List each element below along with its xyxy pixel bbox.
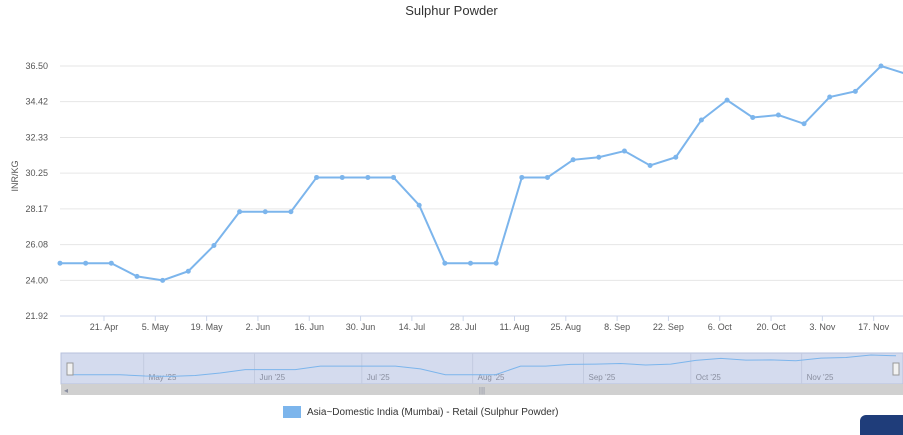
- data-point: [288, 209, 293, 214]
- navigator-label: Jun '25: [260, 373, 286, 382]
- x-tick-label: 6. Oct: [708, 322, 733, 332]
- data-point: [58, 261, 63, 266]
- data-point: [211, 243, 216, 248]
- scroll-left-arrow-icon[interactable]: ◂: [64, 386, 68, 395]
- x-axis: 21. Apr 5. May 19. May 2. Jun 16. Jun 30. Jun…: [90, 316, 890, 332]
- x-tick-label: 20. Oct: [757, 322, 787, 332]
- x-tick-label: 28. Jul: [450, 322, 477, 332]
- data-point: [109, 261, 114, 266]
- legend-label: Asia~Domestic India (Mumbai) - Retail (S…: [307, 407, 558, 418]
- data-point: [519, 175, 524, 180]
- data-point: [417, 203, 422, 208]
- data-point: [160, 278, 165, 283]
- x-tick-label: 16. Jun: [294, 322, 324, 332]
- navigator-label: Jul '25: [367, 373, 390, 382]
- data-point: [545, 175, 550, 180]
- navigator-label: Oct '25: [696, 373, 722, 382]
- data-point: [571, 157, 576, 162]
- x-tick-label: 22. Sep: [653, 322, 684, 332]
- x-tick-label: 17. Nov: [858, 322, 890, 332]
- y-tick-label: 21.92: [25, 311, 48, 321]
- x-tick-label: 25. Aug: [551, 322, 582, 332]
- legend-swatch: [283, 406, 301, 418]
- x-tick-label: 19. May: [191, 322, 224, 332]
- x-tick-label: 21. Apr: [90, 322, 119, 332]
- data-point: [494, 261, 499, 266]
- data-point: [699, 118, 704, 123]
- data-point: [827, 95, 832, 100]
- y-axis-label: INR/KG: [10, 160, 20, 191]
- x-tick-label: 3. Nov: [809, 322, 836, 332]
- data-point: [263, 209, 268, 214]
- data-point: [750, 115, 755, 120]
- data-point: [622, 149, 627, 154]
- y-tick-label: 24.00: [25, 275, 48, 285]
- navigator-handle[interactable]: [67, 363, 73, 375]
- x-tick-label: 8. Sep: [604, 322, 630, 332]
- data-point: [340, 175, 345, 180]
- y-axis: 21.92 24.00 26.08 28.17 30.25 32.33 34.42 36.50: [25, 61, 48, 321]
- data-point: [879, 64, 884, 69]
- data-point: [314, 175, 319, 180]
- data-point: [725, 98, 730, 103]
- data-point: [365, 175, 370, 180]
- y-tick-label: 30.25: [25, 168, 48, 178]
- x-tick-label: 2. Jun: [246, 322, 271, 332]
- data-point: [802, 121, 807, 126]
- data-point: [391, 175, 396, 180]
- navigator-label: May '25: [149, 373, 177, 382]
- corner-button[interactable]: [860, 415, 903, 435]
- grid-lines: [60, 66, 903, 316]
- data-point: [776, 113, 781, 118]
- x-tick-label: 5. May: [142, 322, 170, 332]
- data-point: [134, 274, 139, 279]
- data-point: [83, 261, 88, 266]
- y-tick-label: 34.42: [25, 97, 48, 107]
- navigator-handle[interactable]: [893, 363, 899, 375]
- y-tick-label: 26.08: [25, 240, 48, 250]
- legend-item[interactable]: Asia~Domestic India (Mumbai) - Retail (S…: [283, 406, 558, 418]
- y-tick-label: 36.50: [25, 61, 48, 71]
- data-point: [442, 261, 447, 266]
- data-point: [853, 89, 858, 94]
- navigator-label: Sep '25: [588, 373, 615, 382]
- data-point: [648, 163, 653, 168]
- navigator-label: Nov '25: [807, 373, 834, 382]
- data-point: [468, 261, 473, 266]
- data-point: [186, 269, 191, 274]
- x-tick-label: 30. Jun: [346, 322, 376, 332]
- line-chart: 21.92 24.00 26.08 28.17 30.25 32.33 34.42 36.50…: [0, 0, 903, 421]
- data-point: [596, 155, 601, 160]
- data-point: [237, 209, 242, 214]
- x-tick-label: 14. Jul: [399, 322, 426, 332]
- scrollbar-grip-icon[interactable]: |||: [479, 386, 485, 395]
- x-tick-label: 11. Aug: [500, 322, 530, 332]
- y-tick-label: 28.17: [25, 204, 48, 214]
- y-tick-label: 32.33: [25, 133, 48, 143]
- data-point: [673, 155, 678, 160]
